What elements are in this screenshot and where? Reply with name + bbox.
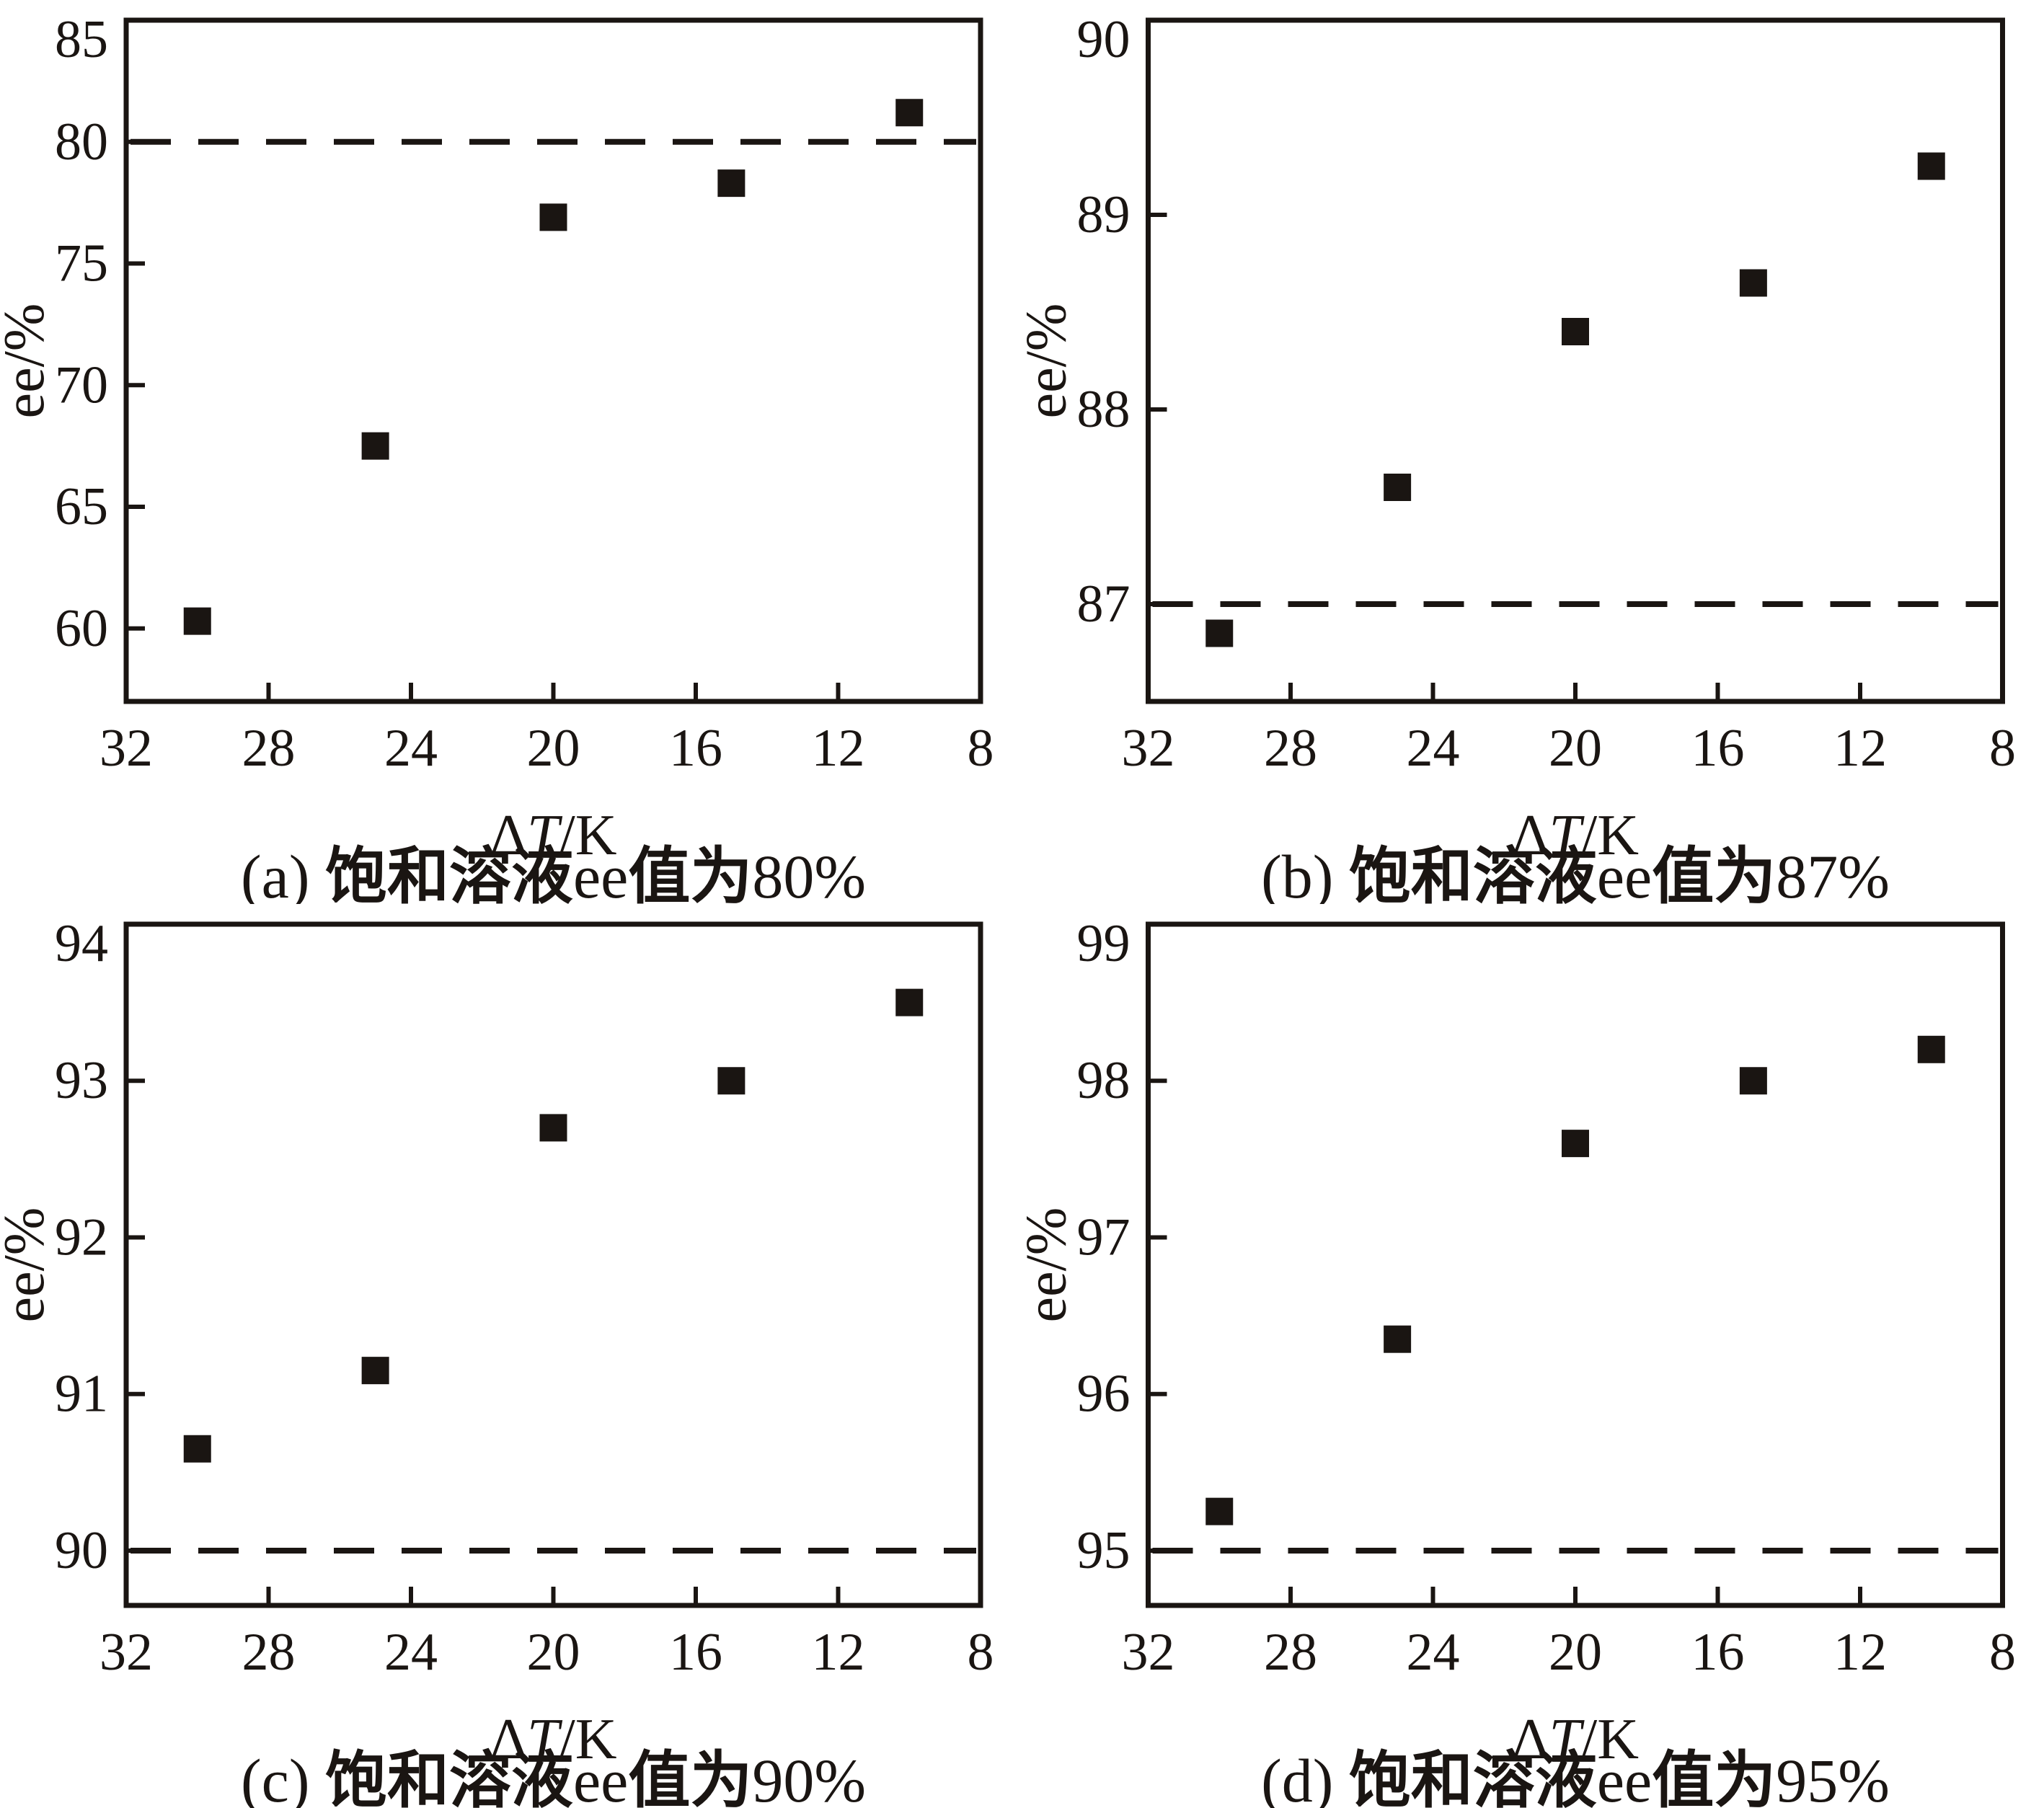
- x-tick-label: 12: [1833, 719, 1887, 778]
- subplot-c-chart: 32 28 24 20 16 12 8 94 93 92 91 90 ee/% ΔT/K(c) 饱和溶液e…: [0, 914, 994, 1808]
- subplot-d-chart: 32 28 24 20 16 12 8 99 98 97 96 95 ee/% ΔT/K(d) 饱和溶液e…: [1022, 914, 2016, 1808]
- data-point: [895, 99, 924, 127]
- subplot-caption: (a) 饱和溶液ee值为80%: [241, 841, 866, 904]
- x-tick-label: 28: [1264, 719, 1317, 778]
- y-tick-label: 87: [1077, 575, 1131, 634]
- data-point: [539, 1114, 567, 1142]
- x-axis-label: ΔT/K: [1512, 1708, 1639, 1771]
- data-point: [895, 988, 924, 1016]
- x-tick-label: 8: [1989, 719, 2016, 778]
- data-point: [361, 432, 389, 460]
- data-point: [183, 607, 211, 635]
- x-tick-label: 12: [1833, 1623, 1887, 1682]
- data-point: [361, 1357, 389, 1385]
- data-point: [717, 169, 746, 198]
- data-point: [539, 203, 567, 231]
- x-tick-label: 20: [1549, 719, 1602, 778]
- y-tick-label: 89: [1077, 185, 1131, 244]
- y-tick-label: 97: [1077, 1207, 1131, 1267]
- y-tick-label: 98: [1077, 1051, 1131, 1110]
- y-tick-label: 70: [55, 355, 108, 415]
- y-tick-label: 60: [55, 599, 108, 658]
- data-point: [1205, 619, 1234, 647]
- y-tick-label: 99: [1077, 914, 1131, 973]
- subplot-caption: (c) 饱和溶液ee值为90%: [241, 1745, 866, 1808]
- data-point: [1917, 152, 1945, 180]
- y-tick-label: 85: [55, 10, 108, 69]
- x-tick-label: 24: [384, 719, 438, 778]
- data-point: [717, 1067, 746, 1095]
- x-tick-label: 32: [99, 1623, 153, 1682]
- subplot-a-chart: 32 28 24 20 16 12 8 85 80 75 70 65 60 ee/% ΔT/K(a) 饱和溶…: [0, 10, 994, 904]
- plot-border: [123, 921, 983, 1608]
- x-tick-label: 32: [99, 719, 153, 778]
- y-tick-label: 92: [55, 1207, 108, 1267]
- subplot-a: 32 28 24 20 16 12 8 85 80 75 70 65 60 ee/% ΔT/K (a) 饱和溶…: [0, 0, 1022, 904]
- x-tick-label: 20: [527, 1623, 580, 1682]
- y-tick-label: 65: [55, 477, 108, 536]
- subplot-d: 32 28 24 20 16 12 8 99 98 97 96 95 ee/% ΔT/K (d) 饱和溶液e…: [1022, 904, 2044, 1808]
- x-tick-label: 8: [1989, 1623, 2016, 1682]
- x-tick-label: 24: [1407, 1623, 1460, 1682]
- data-point: [1384, 474, 1412, 501]
- y-tick-label: 75: [55, 234, 108, 293]
- data-point: [1205, 1497, 1234, 1525]
- y-axis-label: ee/%: [1022, 1207, 1079, 1323]
- data-point: [1739, 269, 1767, 297]
- data-point: [1562, 1130, 1589, 1158]
- x-tick-label: 32: [1122, 719, 1175, 778]
- y-axis-label: ee/%: [0, 1207, 56, 1323]
- x-tick-label: 24: [1407, 719, 1460, 778]
- x-axis-label: ΔT/K: [490, 1708, 617, 1771]
- x-tick-label: 8: [968, 719, 994, 778]
- y-axis-label: ee/%: [0, 303, 56, 419]
- subplot-c: 32 28 24 20 16 12 8 94 93 92 91 90 ee/% ΔT/K (c) 饱和溶液e…: [0, 904, 1022, 1808]
- x-tick-label: 16: [1691, 1623, 1745, 1682]
- x-tick-label: 12: [812, 1623, 865, 1682]
- subplot-caption: (d) 饱和溶液ee值为95%: [1261, 1745, 1890, 1808]
- x-axis-label: ΔT/K: [1512, 804, 1639, 867]
- y-tick-label: 80: [55, 112, 108, 172]
- y-axis-label: ee/%: [1022, 303, 1079, 419]
- y-tick-label: 90: [1077, 10, 1131, 69]
- subplot-b: 32 28 24 20 16 12 8 90 89 88 87 ee/% ΔT/K (b) 饱和溶液ee值…: [1022, 0, 2044, 904]
- y-tick-label: 96: [1077, 1365, 1131, 1424]
- x-tick-label: 32: [1122, 1623, 1175, 1682]
- plot-border: [123, 17, 983, 704]
- x-tick-label: 12: [812, 719, 865, 778]
- x-tick-label: 16: [669, 1623, 722, 1682]
- x-tick-label: 28: [1264, 1623, 1317, 1682]
- x-tick-label: 28: [242, 719, 296, 778]
- data-point: [1562, 318, 1589, 345]
- y-tick-label: 93: [55, 1051, 108, 1110]
- subplot-b-chart: 32 28 24 20 16 12 8 90 89 88 87 ee/% ΔT/K(b) 饱和溶液ee值…: [1022, 10, 2016, 904]
- y-tick-label: 91: [55, 1365, 108, 1424]
- x-axis-label: ΔT/K: [490, 804, 617, 867]
- data-point: [1917, 1035, 1945, 1063]
- data-point: [1739, 1067, 1767, 1095]
- y-tick-label: 95: [1077, 1521, 1131, 1580]
- x-tick-label: 20: [1549, 1623, 1602, 1682]
- plot-border: [1146, 17, 2005, 704]
- y-tick-label: 88: [1077, 380, 1131, 439]
- x-tick-label: 16: [669, 719, 722, 778]
- x-tick-label: 20: [527, 719, 580, 778]
- data-point: [1384, 1325, 1412, 1353]
- x-tick-label: 8: [968, 1623, 994, 1682]
- y-tick-label: 94: [55, 914, 108, 973]
- plot-border: [1146, 921, 2005, 1608]
- data-point: [183, 1435, 211, 1463]
- y-tick-label: 90: [55, 1521, 108, 1580]
- x-tick-label: 24: [384, 1623, 438, 1682]
- subplot-caption: (b) 饱和溶液ee值为87%: [1261, 841, 1890, 904]
- x-tick-label: 16: [1691, 719, 1745, 778]
- x-tick-label: 28: [242, 1623, 296, 1682]
